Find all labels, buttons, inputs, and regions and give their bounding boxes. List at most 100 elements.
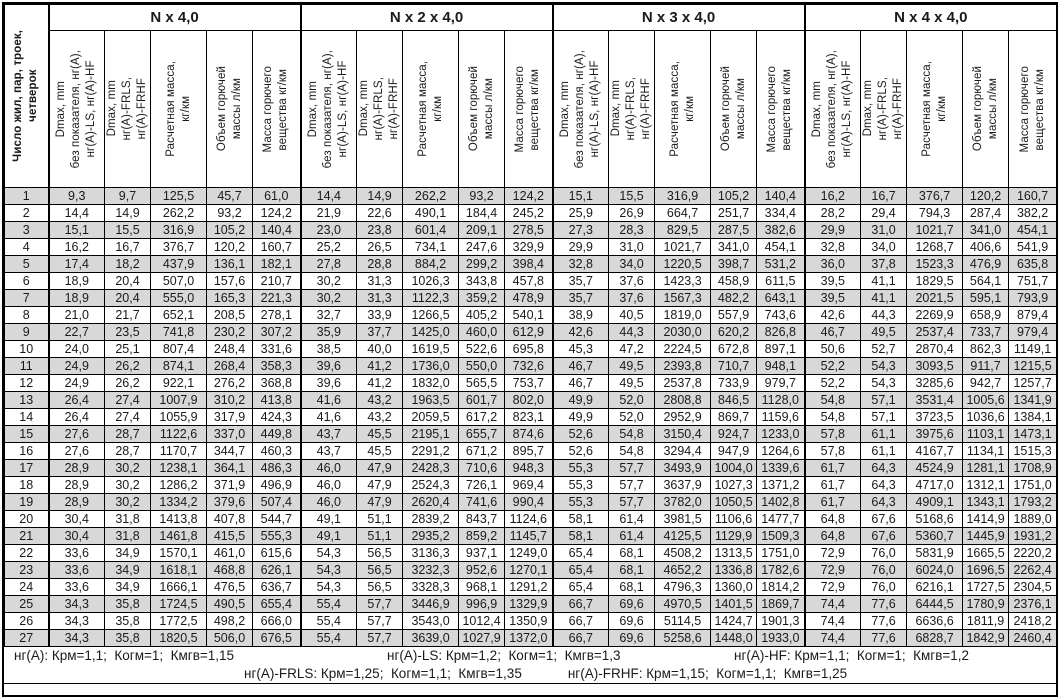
cell: 382,2	[1008, 204, 1056, 222]
cell: 105,2	[710, 187, 758, 205]
cell: 4524,9	[906, 459, 964, 477]
cell: 157,6	[206, 272, 253, 290]
cell: 1772,5	[150, 612, 207, 630]
cell: 278,1	[251, 306, 302, 324]
cell: 55,4	[299, 629, 358, 647]
cell: 5831,9	[906, 544, 964, 562]
cell: 28,2	[803, 204, 862, 222]
cell: 57,8	[803, 425, 862, 443]
cell: 30,2	[104, 476, 151, 494]
cell: 54,8	[608, 425, 656, 443]
column-header: Dmax, mm нг(А)-FRLS, нг(А)-FRHF	[104, 30, 151, 188]
cell: 51,1	[356, 527, 404, 545]
cell: 38,5	[299, 340, 358, 358]
cell: 1122,3	[402, 289, 460, 307]
cell: 337,0	[206, 425, 253, 443]
cell: 382,6	[756, 221, 806, 239]
cell: 424,3	[251, 408, 302, 426]
cell: 210,7	[251, 272, 302, 290]
column-header: Расчетная масса, кг/км	[150, 30, 207, 188]
cell: 40,5	[608, 306, 656, 324]
cell: 1021,7	[906, 221, 964, 239]
cell: 57,7	[356, 629, 404, 647]
cell: 5168,6	[906, 510, 964, 528]
cell: 27,8	[299, 255, 358, 273]
row-number: 13	[4, 391, 49, 409]
cell: 862,3	[962, 340, 1010, 358]
cell: 3285,6	[906, 374, 964, 392]
cell: 52,2	[803, 357, 862, 375]
cell: 248,4	[206, 340, 253, 358]
row-number: 18	[4, 476, 49, 494]
cell: 449,8	[251, 425, 302, 443]
cell: 1257,7	[1008, 374, 1056, 392]
cell: 2418,2	[1008, 612, 1056, 630]
cell: 16,7	[104, 238, 151, 256]
cell: 2870,4	[906, 340, 964, 358]
cell: 1445,9	[962, 527, 1010, 545]
cell: 76,0	[860, 578, 908, 596]
cell: 54,3	[860, 374, 908, 392]
table-row: 18 28,9 30,2 1286,2 371,9 496,9 46,0 47,9 2524,3…	[4, 476, 1056, 494]
cell: 507,4	[251, 493, 302, 511]
cell: 18,9	[47, 272, 105, 290]
cell: 64,8	[803, 510, 862, 528]
cell: 3981,5	[654, 510, 712, 528]
cell: 2537,4	[906, 323, 964, 341]
cell: 57,1	[860, 408, 908, 426]
cell: 26,2	[104, 374, 151, 392]
cell: 334,4	[756, 204, 806, 222]
cell: 802,0	[504, 391, 554, 409]
cell: 2291,2	[402, 442, 460, 460]
cell: 120,2	[962, 187, 1010, 205]
cell: 21,0	[47, 306, 105, 324]
cell: 31,0	[608, 238, 656, 256]
cell: 2428,3	[402, 459, 460, 477]
cell: 27,4	[104, 391, 151, 409]
cell: 39,5	[803, 289, 862, 307]
column-header: Dmax, mm нг(А)-FRLS, нг(А)-FRHF	[356, 30, 404, 188]
cell: 1423,3	[654, 272, 712, 290]
cell: 968,1	[458, 578, 506, 596]
cell: 64,8	[803, 527, 862, 545]
cell: 460,0	[458, 323, 506, 341]
cell: 344,7	[206, 442, 253, 460]
column-header: Объем горючей массы л/км	[710, 30, 758, 188]
cell: 1832,0	[402, 374, 460, 392]
cell: 230,2	[206, 323, 253, 341]
cell: 208,5	[206, 306, 253, 324]
cell: 30,2	[104, 459, 151, 477]
cell: 826,8	[756, 323, 806, 341]
cell: 734,1	[402, 238, 460, 256]
cell: 31,8	[104, 527, 151, 545]
cell: 1233,0	[756, 425, 806, 443]
cell: 454,1	[756, 238, 806, 256]
cell: 612,9	[504, 323, 554, 341]
column-header-label: Dmax, mm нг(А)-FRLS, нг(А)-FRHF	[610, 77, 653, 141]
cell: 490,1	[402, 204, 460, 222]
cell: 14,4	[47, 204, 105, 222]
cell: 32,8	[551, 255, 610, 273]
cell: 30,2	[299, 272, 358, 290]
column-header-label: Dmax, mm нг(А)-FRLS, нг(А)-FRHF	[106, 77, 148, 141]
cell: 996,9	[458, 595, 506, 613]
cell: 37,6	[608, 289, 656, 307]
cell: 45,5	[356, 425, 404, 443]
cell: 15,5	[104, 221, 151, 239]
table-row: 2 14,4 14,9 262,2 93,2 124,2 21,9 22,6 490,1 184,…	[4, 204, 1056, 222]
cell: 23,8	[356, 221, 404, 239]
cell: 1343,1	[962, 493, 1010, 511]
cell: 1281,1	[962, 459, 1010, 477]
cell: 69,6	[608, 612, 656, 630]
group-header: N x 2 x 4,0	[299, 4, 554, 31]
cell: 30,4	[47, 527, 105, 545]
cell: 28,9	[47, 459, 105, 477]
cell: 77,6	[860, 612, 908, 630]
cell: 4652,2	[654, 561, 712, 579]
cell: 1751,0	[1008, 476, 1056, 494]
cell: 1372,0	[504, 629, 554, 647]
cell: 221,3	[251, 289, 302, 307]
cell: 61,4	[608, 510, 656, 528]
table-row: 24 33,6 34,9 1666,1 476,5 636,7 54,3 56,5 3328,3…	[4, 578, 1056, 596]
column-header: Объем горючей массы л/км	[206, 30, 253, 188]
